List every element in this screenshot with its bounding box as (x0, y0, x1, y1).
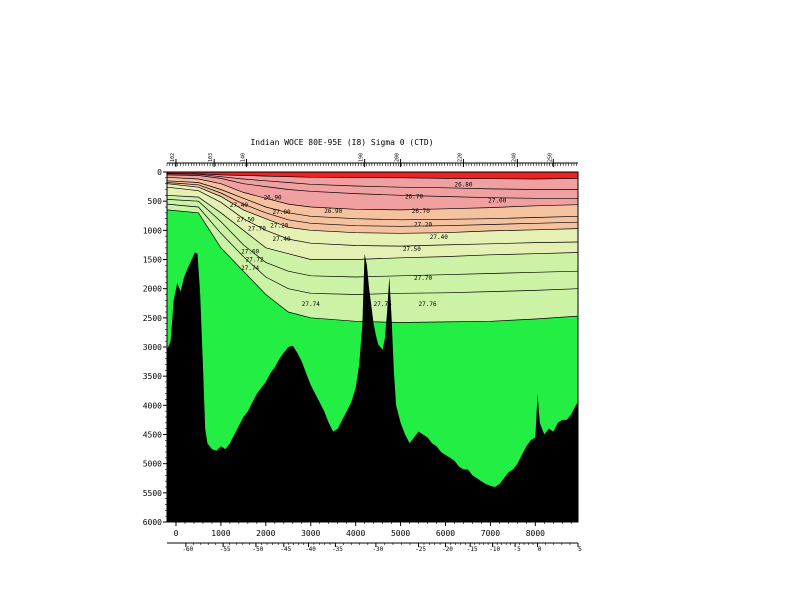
boundary-line-26.5 (167, 172, 578, 180)
plot-area: 26.90 27.00 26.90 26.70 26.80 27.00 26.70 27.20… (167, 172, 578, 522)
axes: 0500100015002000250030003500400045005000… (143, 153, 582, 553)
band-fill-26.50-27.20 (167, 172, 578, 210)
contour-line-27.74 (167, 203, 578, 295)
y-tick-label-1000: 1000 (143, 226, 162, 235)
lat-tick-label-3: -45 (280, 546, 291, 553)
boundary-line-27.76 (167, 209, 578, 323)
x-tick-label-5000: 5000 (391, 529, 410, 538)
x-tick-label-0: 0 (174, 529, 179, 538)
lat-tick-label-2: -50 (253, 546, 264, 553)
contour-label-19: 27.20 (270, 222, 288, 229)
chart-title: Indian WOCE 80E-95E (I8) Sigma 0 (CTD) (250, 138, 433, 147)
contour-label-2: 26.90 (324, 208, 342, 215)
contour-label-10: 27.70 (414, 275, 432, 282)
contour-label-8: 27.40 (430, 234, 448, 241)
contour-label-4: 26.80 (454, 182, 472, 189)
lat-tick-label-6: -30 (372, 546, 383, 553)
boundary-line-27.2 (167, 176, 578, 211)
y-tick-label-2000: 2000 (143, 285, 162, 294)
contour-label-1: 27.00 (273, 209, 291, 216)
contour-line-27.6 (167, 186, 578, 247)
contour-line-27.3 (167, 180, 578, 221)
x-tick-label-3000: 3000 (301, 529, 320, 538)
x-tick-label-7000: 7000 (481, 529, 500, 538)
x-tick-label-1000: 1000 (211, 529, 230, 538)
x-tick-label-6000: 6000 (436, 529, 455, 538)
lat-tick-label-4: -40 (305, 546, 316, 553)
contour-line-27.72 (167, 199, 578, 278)
x-tick-label-8000: 8000 (526, 529, 545, 538)
contour-label-14: 27.70 (248, 225, 266, 232)
y-tick-label-5500: 5500 (143, 489, 162, 498)
y-tick-label-3500: 3500 (143, 372, 162, 381)
station-tick-label-7: 250 (547, 153, 553, 162)
contour-label-21: 27.50 (237, 217, 255, 224)
y-tick-label-1500: 1500 (143, 256, 162, 265)
band-fill-26.50 (167, 172, 578, 179)
boundary-line-27.7 (167, 194, 578, 260)
lat-tick-label-5: -35 (332, 546, 343, 553)
contour-line-27.4 (167, 182, 578, 227)
lat-tick-label-11: -5 (513, 546, 521, 553)
y-tick-label-3000: 3000 (143, 343, 162, 352)
contour-label-17: 27.74 (241, 265, 259, 272)
bottom-topography (167, 252, 578, 522)
contour-label-6: 26.70 (412, 208, 430, 215)
lat-tick-label-8: -20 (442, 546, 453, 553)
contour-label-15: 27.60 (241, 249, 259, 256)
contour-label-11: 27.74 (302, 301, 320, 308)
contour-label-5: 27.00 (488, 197, 506, 204)
lat-tick-label-13: 5 (578, 546, 582, 553)
contour-line-26.9 (167, 173, 578, 190)
contour-label-18: 27.40 (273, 236, 291, 243)
contour-label-9: 27.50 (403, 246, 421, 253)
contour-label-16: 27.72 (246, 256, 264, 263)
lat-tick-label-0: -60 (182, 546, 193, 553)
station-tick-label-5: 220 (457, 153, 463, 162)
boundary-line-27.5 (167, 183, 578, 234)
contour-label-0: 26.90 (264, 194, 282, 201)
contour-line-27 (167, 174, 578, 199)
contour-label-7: 27.20 (414, 221, 432, 228)
y-tick-label-0: 0 (157, 168, 162, 177)
y-tick-label-2500: 2500 (143, 314, 162, 323)
lat-tick-label-12: 0 (538, 546, 542, 553)
station-tick-label-4: 200 (395, 153, 401, 162)
y-tick-label-4500: 4500 (143, 431, 162, 440)
contour-label-20: 27.40 (230, 202, 248, 209)
lat-tick-label-9: -15 (467, 546, 478, 553)
y-tick-label-6000: 6000 (143, 518, 162, 527)
contour-label-3: 26.70 (405, 193, 423, 200)
y-tick-label-4000: 4000 (143, 401, 162, 410)
x-tick-label-4000: 4000 (346, 529, 365, 538)
y-tick-label-5000: 5000 (143, 460, 162, 469)
y-tick-label-500: 500 (148, 197, 163, 206)
contour-label-12: 27.76 (374, 301, 392, 308)
contour-label-13: 27.76 (419, 301, 437, 308)
station-tick-label-1: 103 (208, 153, 214, 162)
station-tick-label-2: 140 (241, 153, 247, 162)
station-tick-label-0: 102 (170, 153, 176, 162)
x-tick-label-2000: 2000 (256, 529, 275, 538)
station-tick-label-6: 240 (511, 153, 517, 162)
lat-tick-label-1: -55 (220, 546, 231, 553)
station-tick-label-3: 190 (359, 153, 365, 162)
lat-tick-label-7: -25 (415, 546, 426, 553)
lat-tick-label-10: -10 (489, 546, 500, 553)
